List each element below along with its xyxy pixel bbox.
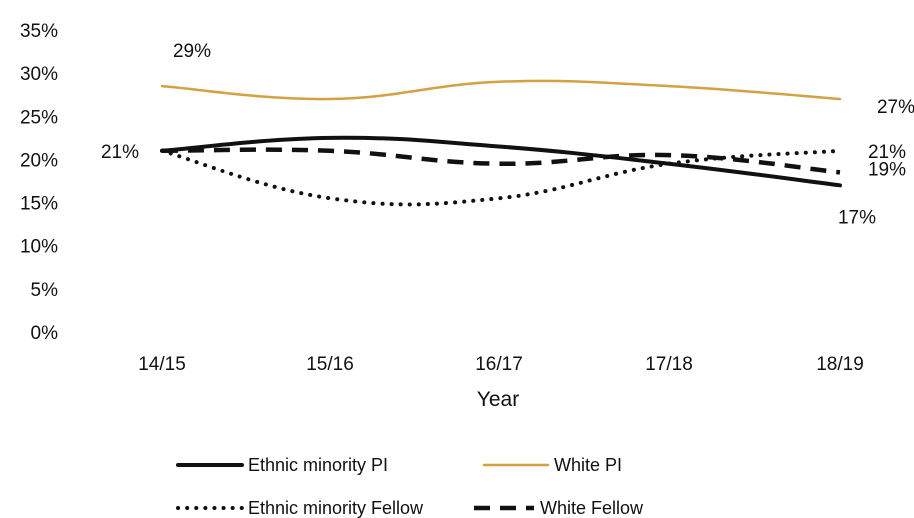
x-axis-title: Year: [477, 388, 519, 411]
white-pi-line: [162, 81, 840, 99]
legend-label: Ethnic minority Fellow: [248, 498, 424, 518]
legend-label: White PI: [554, 455, 622, 475]
y-tick-label: 5%: [31, 280, 59, 301]
white-fellow-line: [162, 150, 840, 173]
data-label: 19%: [868, 159, 906, 180]
x-tick-label: 15/16: [306, 354, 354, 375]
x-tick-label: 16/17: [475, 354, 523, 375]
y-tick-label: 10%: [20, 237, 58, 258]
legend-label: Ethnic minority PI: [248, 455, 388, 475]
y-tick-label: 20%: [20, 150, 58, 171]
legend-item-white-pi: White PI: [484, 455, 622, 475]
x-tick-label: 14/15: [138, 354, 186, 375]
y-tick-label: 30%: [20, 64, 58, 85]
y-tick-label: 25%: [20, 107, 58, 128]
legend-item-white-fellow: White Fellow: [474, 498, 644, 518]
data-label: 21%: [101, 142, 139, 163]
legend-label: White Fellow: [540, 498, 644, 518]
y-tick-label: 0%: [31, 323, 59, 344]
data-label: 27%: [877, 97, 914, 118]
legend-item-ethnic-minority-pi: Ethnic minority PI: [178, 455, 388, 475]
y-tick-label: 35%: [20, 21, 58, 42]
data-label: 17%: [838, 207, 876, 228]
y-tick-label: 15%: [20, 194, 58, 215]
data-label: 29%: [173, 41, 211, 62]
x-tick-label: 17/18: [645, 354, 693, 375]
legend-item-ethnic-minority-fellow: Ethnic minority Fellow: [178, 498, 424, 518]
x-tick-label: 18/19: [816, 354, 864, 375]
